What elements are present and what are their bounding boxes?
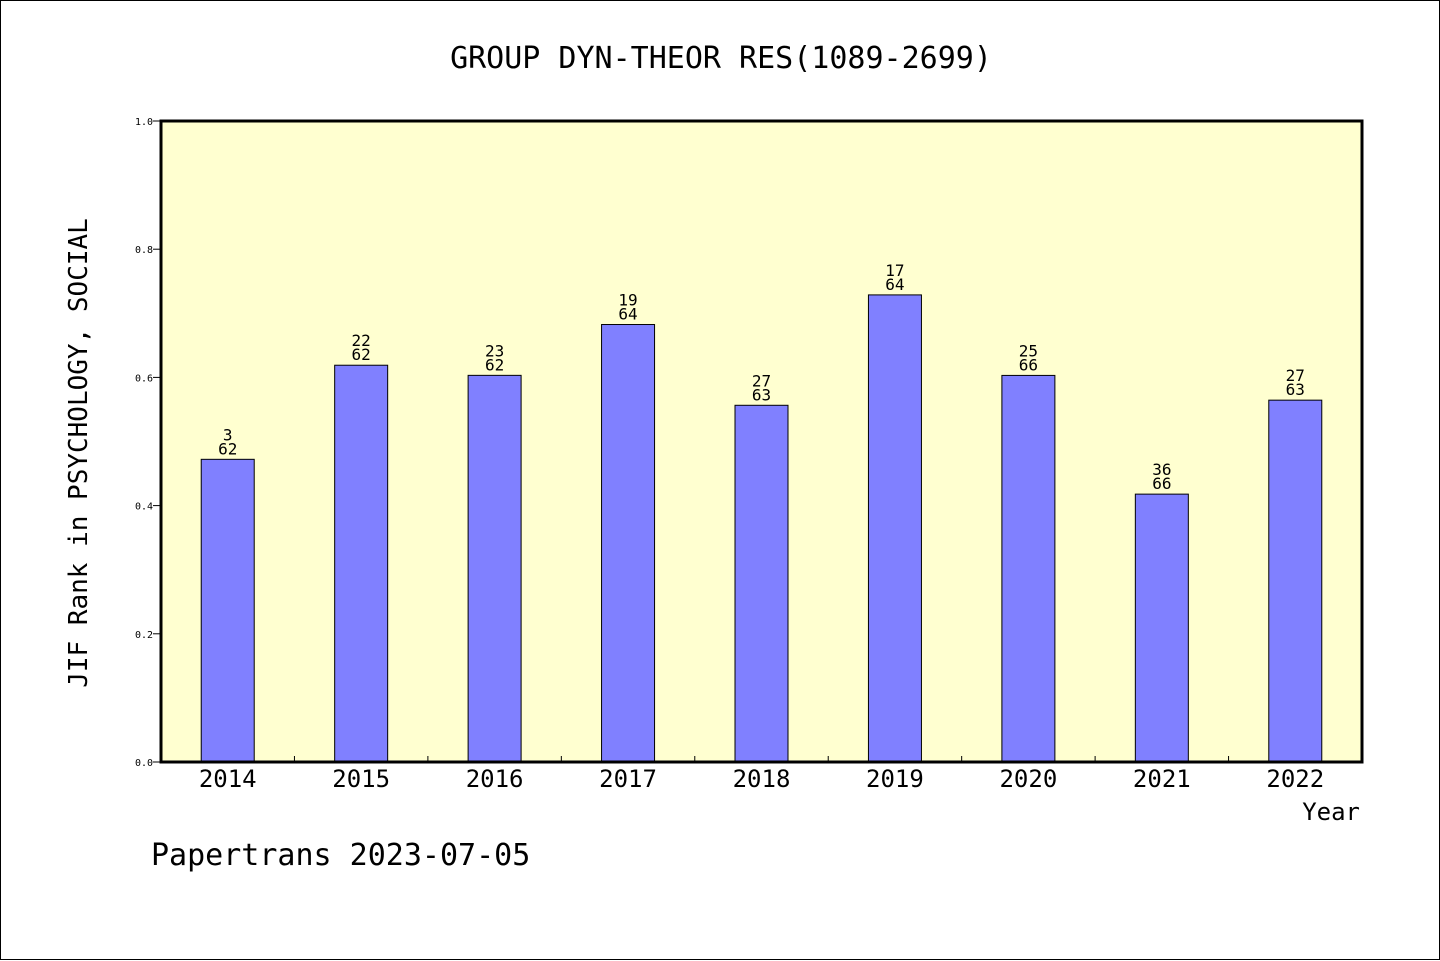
x-tick-label: 2019 <box>866 765 924 793</box>
bar-total-label: 62 <box>485 355 504 374</box>
bar-total-label: 66 <box>1152 474 1171 493</box>
bar-rank-label: 36 <box>1152 460 1171 479</box>
y-tick-label: 0.0 <box>135 758 153 769</box>
footer-credit: Papertrans 2023-07-05 <box>151 838 530 873</box>
bar-total-label: 62 <box>218 439 237 458</box>
bars-group <box>200 294 1323 763</box>
y-axis-label: JIF Rank in PSYCHOLOGY, SOCIAL <box>64 218 94 688</box>
bar-rank-label: 23 <box>485 341 504 360</box>
y-tick-label: 0.2 <box>135 630 153 641</box>
bar-rank-label: 27 <box>752 371 771 390</box>
x-tick-label: 2020 <box>999 765 1057 793</box>
bar-total-label: 64 <box>618 305 637 324</box>
bar-total-label: 63 <box>752 385 771 404</box>
bar-rank-label: 17 <box>885 261 904 280</box>
y-axis: 0.0 0.2 0.4 0.6 0.8 1.0 <box>135 117 161 769</box>
x-tick-label: 2021 <box>1133 765 1191 793</box>
chart-title: GROUP DYN-THEOR RES(1089-2699) <box>450 41 992 76</box>
x-tick-label: 2016 <box>466 765 524 793</box>
x-tick-label: 2017 <box>599 765 657 793</box>
bar <box>601 324 656 763</box>
bar <box>867 294 922 763</box>
plot-border <box>159 119 1364 764</box>
bar-rank-label: 19 <box>618 291 637 310</box>
bar-total-label: 63 <box>1286 380 1305 399</box>
x-axis-label: Year <box>1302 798 1360 826</box>
y-tick-label: 1.0 <box>135 117 153 128</box>
bar-rank-label: 27 <box>1286 366 1305 385</box>
bar <box>734 404 789 763</box>
bar <box>1001 374 1056 763</box>
x-tick-label: 2015 <box>332 765 390 793</box>
bar-rank-label: 3 <box>223 425 233 444</box>
x-tick-label: 2014 <box>199 765 257 793</box>
bar <box>1268 399 1323 763</box>
bar-total-label: 66 <box>1019 355 1038 374</box>
bar-total-label: 64 <box>885 275 904 294</box>
bar <box>200 458 255 763</box>
bar <box>334 364 389 763</box>
x-tick-label: 2022 <box>1266 765 1324 793</box>
bar-rank-label: 22 <box>352 331 371 350</box>
bar <box>467 374 522 763</box>
x-tick-label: 2018 <box>733 765 791 793</box>
bar <box>1134 493 1189 763</box>
y-tick-label: 0.6 <box>135 373 153 384</box>
bar-rank-label: 25 <box>1019 341 1038 360</box>
bar-total-label: 62 <box>352 345 371 364</box>
x-axis: 2014 2015 2016 2017 2018 2019 2020 2021 2022 <box>199 756 1324 793</box>
y-tick-label: 0.4 <box>135 502 153 513</box>
y-tick-label: 0.8 <box>135 245 153 256</box>
